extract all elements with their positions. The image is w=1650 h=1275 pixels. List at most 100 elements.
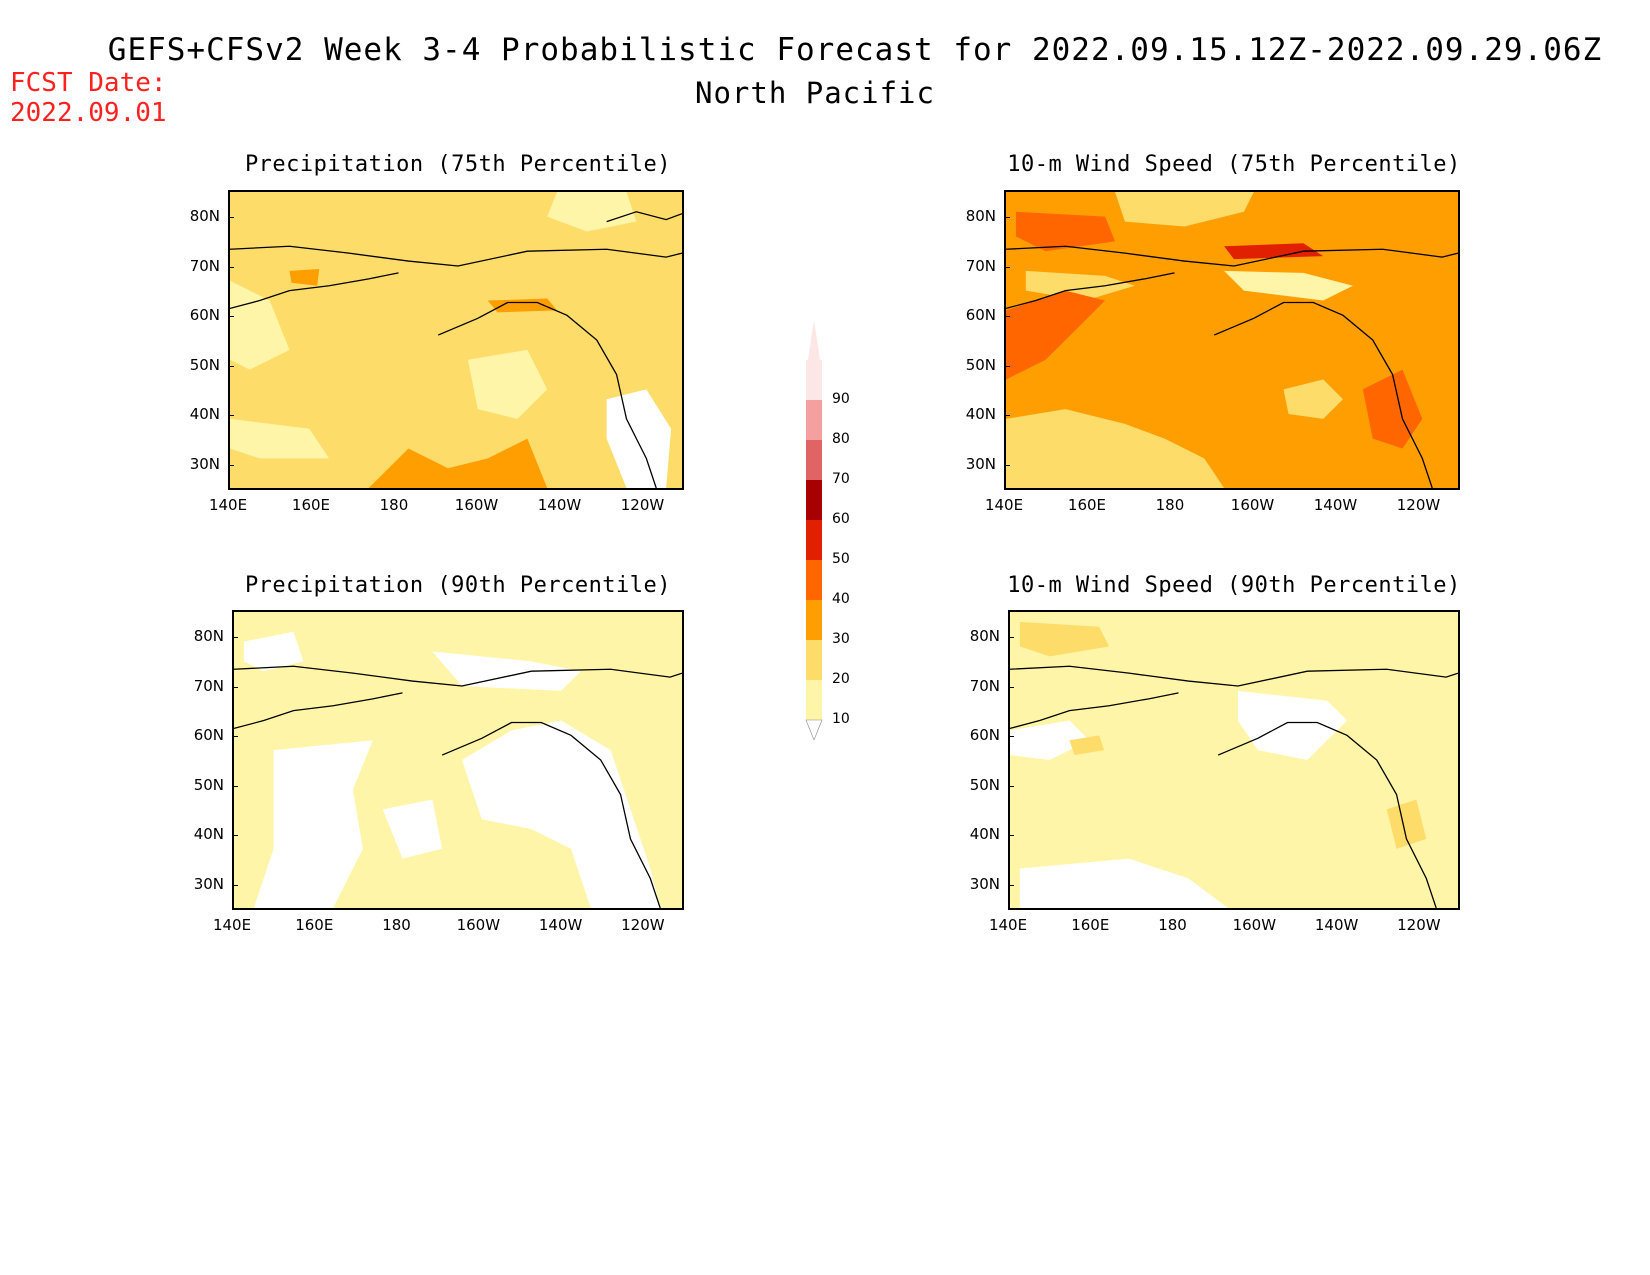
lat-tick — [228, 365, 234, 367]
lon-label: 140E — [984, 496, 1024, 514]
lat-tick — [1008, 637, 1014, 638]
lat-label: 30N — [965, 454, 996, 473]
lat-tick — [228, 217, 234, 218]
lon-label: 180 — [1155, 496, 1185, 514]
lat-tick — [228, 316, 234, 317]
lat-tick — [232, 884, 238, 886]
lat-label: 60N — [189, 306, 220, 324]
map-wind-90 — [1008, 610, 1460, 910]
lon-label: 180 — [379, 496, 409, 514]
colorbar — [805, 320, 823, 740]
lon-label: 160W — [454, 496, 499, 514]
lat-label: 70N — [189, 256, 220, 275]
lat-label: 40N — [193, 825, 224, 843]
lon-label: 140W — [538, 916, 583, 934]
colorbar-label: 60 — [832, 511, 850, 527]
colorbar-segment — [806, 680, 822, 720]
lat-label: 50N — [189, 355, 220, 374]
panel-title-precip-90: Precipitation (90th Percentile) — [244, 573, 672, 598]
lat-label: 80N — [965, 207, 996, 225]
colorbar-segment — [806, 360, 822, 400]
colorbar-label: 50 — [832, 551, 850, 567]
lat-label: 70N — [965, 256, 996, 275]
lat-tick — [1004, 316, 1010, 317]
lat-label: 60N — [193, 726, 224, 744]
lon-label: 120W — [621, 916, 665, 934]
colorbar-label: 10 — [832, 711, 850, 727]
colorbar-segment — [806, 480, 822, 520]
lon-label: 120W — [1396, 496, 1441, 514]
lon-label: 140E — [212, 916, 252, 934]
lat-tick — [1004, 365, 1010, 367]
panel-title-wind-75: 10-m Wind Speed (75th Percentile) — [1007, 152, 1461, 177]
lon-label: 160W — [456, 916, 501, 934]
colorbar-segment — [806, 440, 822, 480]
map-wind-75 — [1004, 190, 1460, 490]
lat-label: 80N — [189, 207, 220, 225]
lat-label: 40N — [969, 825, 1000, 843]
map-precip-75 — [228, 190, 684, 490]
main-title: GEFS+CFSv2 Week 3-4 Probabilistic Foreca… — [107, 32, 1603, 68]
lon-label: 120W — [620, 496, 665, 514]
lat-tick — [232, 835, 238, 836]
lat-tick — [232, 785, 238, 787]
lat-label: 60N — [969, 726, 1000, 744]
lat-tick — [228, 464, 234, 466]
lon-label: 160E — [295, 916, 334, 934]
colorbar-label: 20 — [832, 671, 850, 687]
lat-label: 50N — [969, 775, 1000, 794]
lon-label: 140W — [1313, 496, 1358, 514]
lat-label: 80N — [193, 627, 224, 645]
lat-label: 40N — [965, 405, 996, 423]
lat-tick — [1008, 835, 1014, 836]
lat-tick — [1008, 884, 1014, 886]
lon-label: 160E — [1071, 916, 1110, 934]
lat-tick — [232, 736, 238, 737]
lon-label: 160E — [1067, 496, 1107, 514]
lat-tick — [1008, 686, 1014, 688]
lat-tick — [1008, 785, 1014, 787]
lon-label: 140E — [988, 916, 1028, 934]
region-title: North Pacific — [695, 76, 935, 110]
colorbar-top-arrow — [808, 320, 820, 360]
lat-label: 70N — [969, 676, 1000, 695]
colorbar-bottom-arrow — [805, 719, 823, 740]
lat-tick — [228, 266, 234, 268]
lon-label: 140W — [1314, 916, 1359, 934]
lon-label: 160W — [1230, 496, 1275, 514]
lat-label: 30N — [969, 874, 1000, 893]
lon-label: 140E — [208, 496, 248, 514]
map-precip-90 — [232, 610, 684, 910]
lat-tick — [1004, 415, 1010, 416]
lat-tick — [1004, 266, 1010, 268]
fcst-date-value: 2022.09.01 — [10, 98, 167, 128]
lat-label: 30N — [189, 454, 220, 473]
lat-tick — [232, 686, 238, 688]
lat-tick — [228, 415, 234, 416]
lon-label: 180 — [382, 916, 411, 934]
lat-label: 50N — [193, 775, 224, 794]
lat-tick — [1004, 217, 1010, 218]
lon-label: 120W — [1397, 916, 1441, 934]
lon-label: 160E — [291, 496, 331, 514]
colorbar-segment — [806, 600, 822, 640]
colorbar-label: 80 — [832, 431, 850, 447]
lat-tick — [1008, 736, 1014, 737]
lat-label: 30N — [193, 874, 224, 893]
colorbar-segment — [806, 560, 822, 600]
lat-label: 40N — [189, 405, 220, 423]
colorbar-label: 40 — [832, 591, 850, 607]
lon-label: 180 — [1158, 916, 1187, 934]
lat-label: 80N — [969, 627, 1000, 645]
colorbar-segment — [806, 640, 822, 680]
lat-label: 50N — [965, 355, 996, 374]
panel-title-precip-75: Precipitation (75th Percentile) — [244, 152, 672, 177]
lat-label: 70N — [193, 676, 224, 695]
lon-label: 160W — [1232, 916, 1277, 934]
fcst-date-label: FCST Date: — [10, 68, 167, 98]
panel-title-wind-90: 10-m Wind Speed (90th Percentile) — [1007, 573, 1461, 598]
lat-tick — [232, 637, 238, 638]
lon-label: 140W — [537, 496, 582, 514]
colorbar-label: 70 — [832, 471, 850, 487]
colorbar-label: 90 — [832, 391, 850, 407]
